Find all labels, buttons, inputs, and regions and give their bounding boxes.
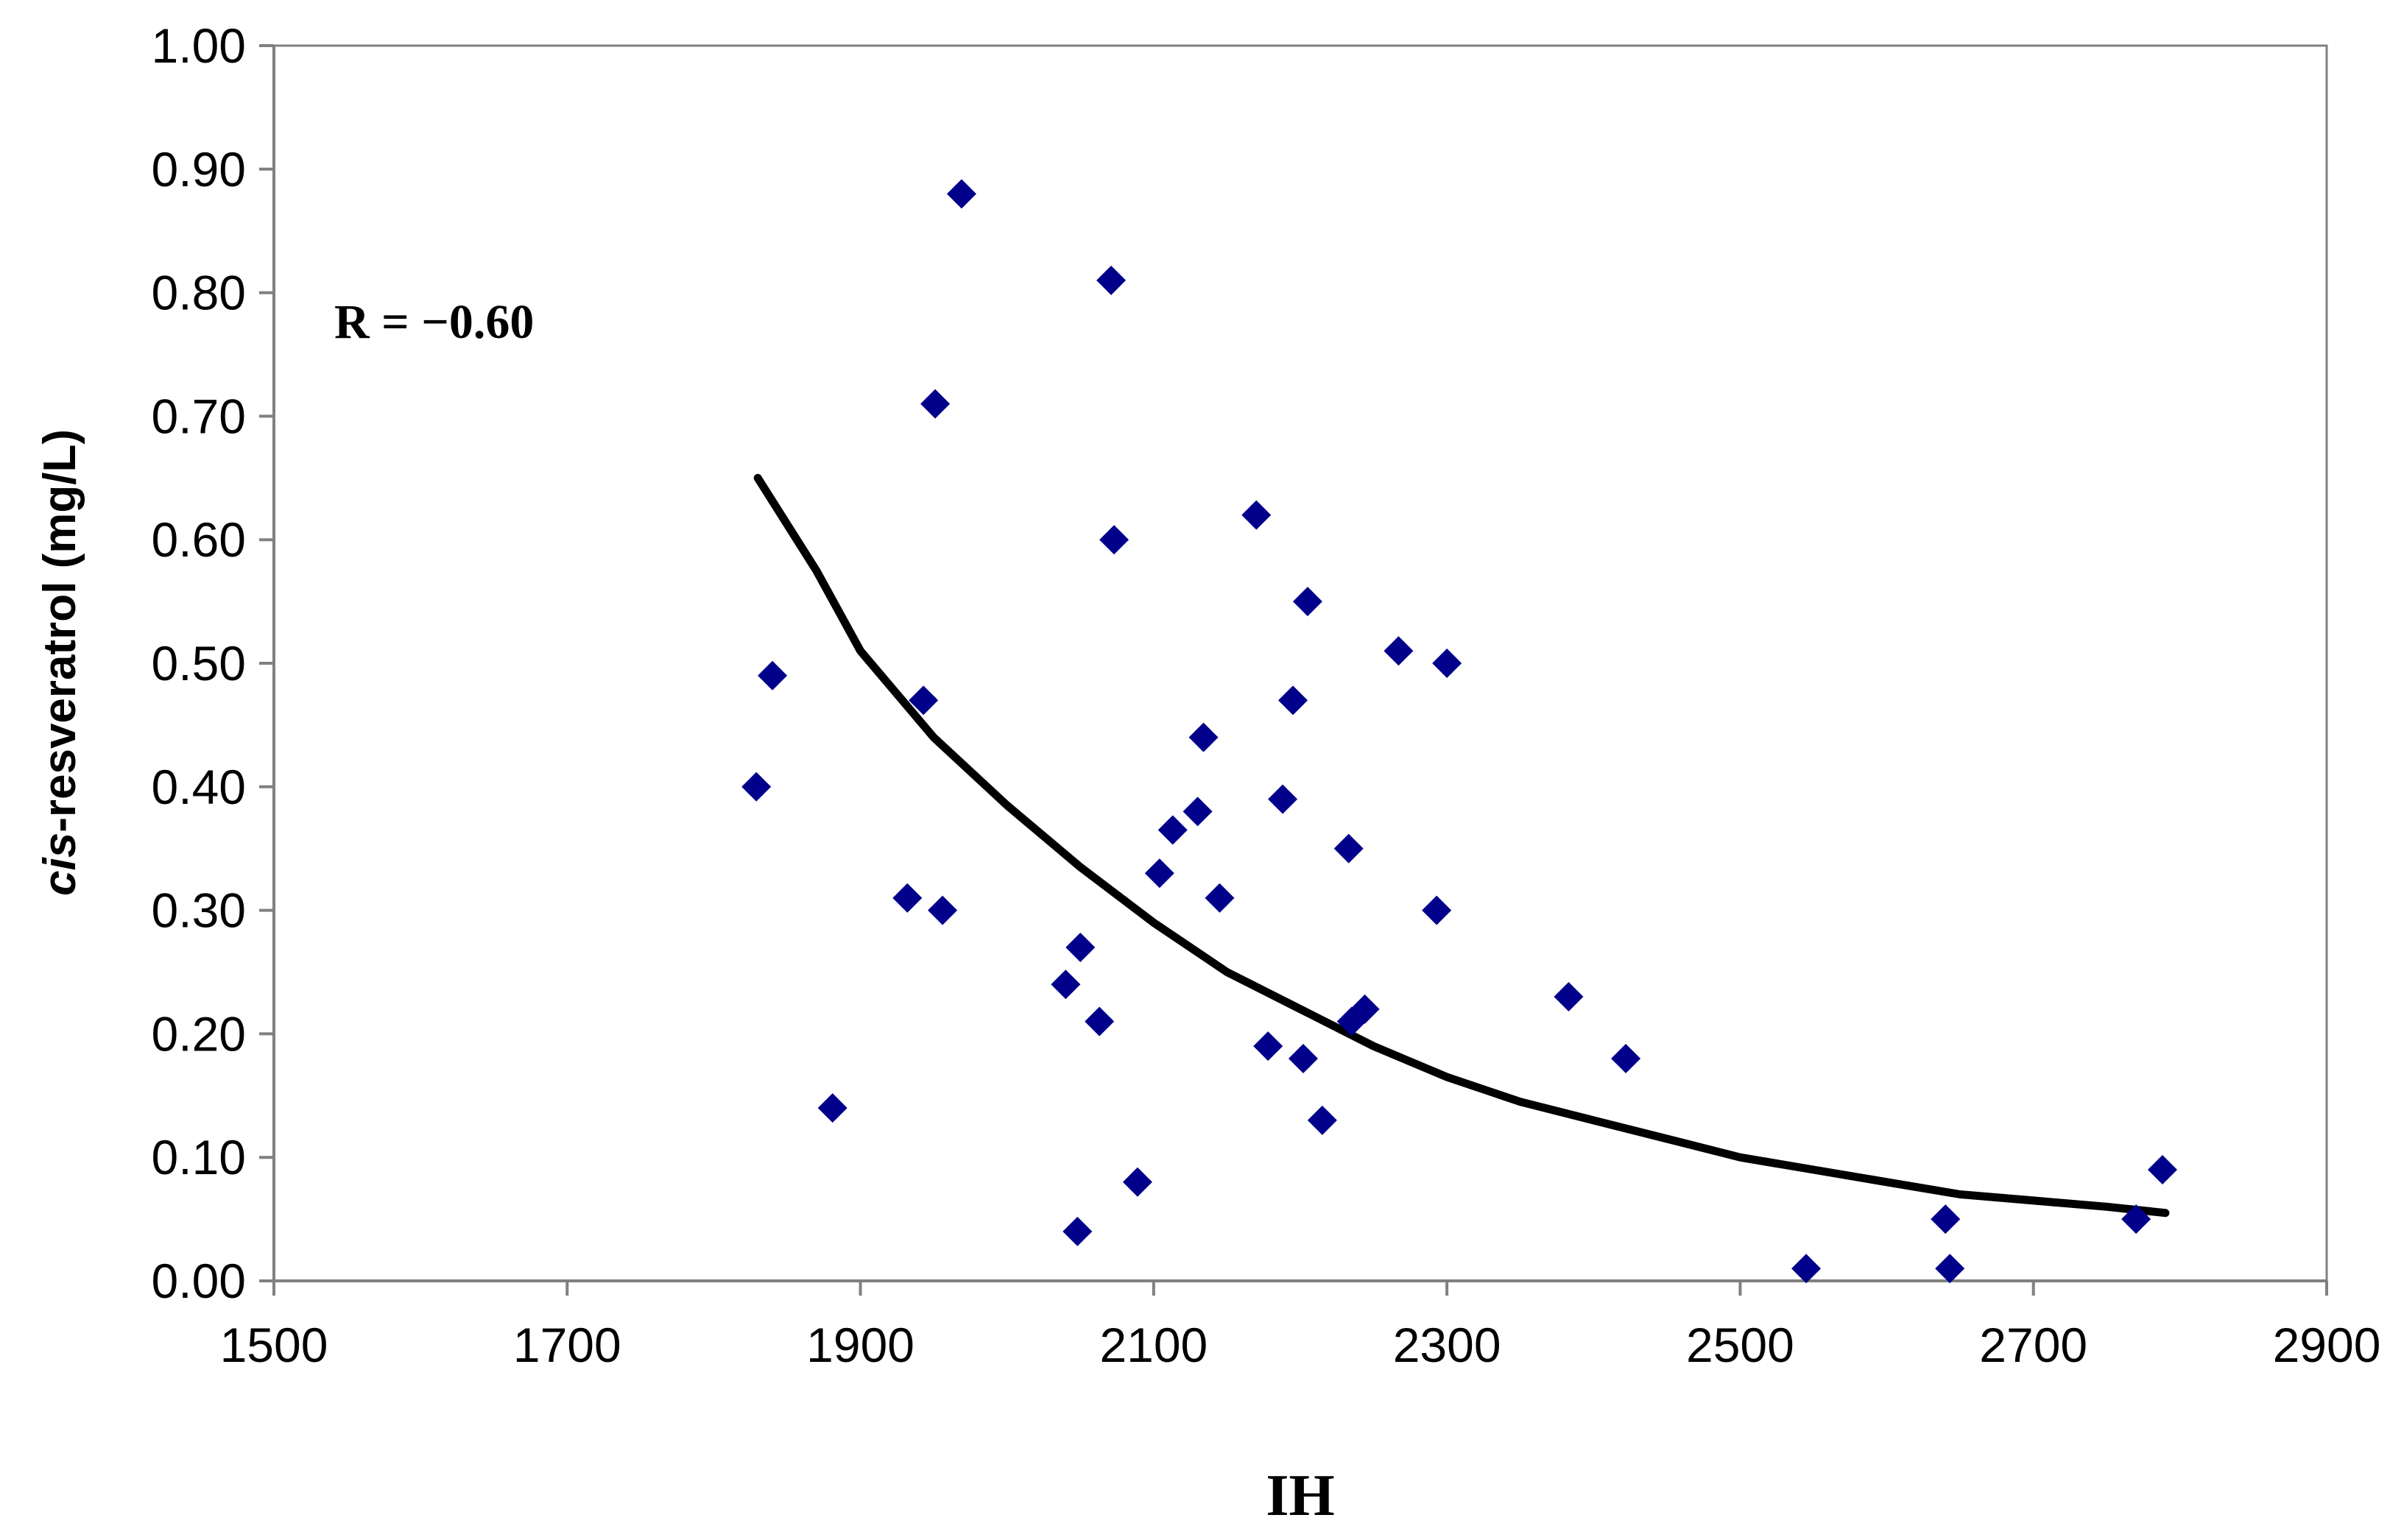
data-point	[1144, 858, 1174, 889]
data-point	[928, 895, 958, 925]
trend-line	[753, 473, 2170, 1218]
data-point	[920, 389, 951, 419]
data-point	[1791, 1254, 1822, 1284]
y-tick-label: 0.20	[152, 1006, 246, 1061]
data-point	[1307, 1105, 1337, 1135]
x-tick-label: 2100	[1099, 1318, 1208, 1372]
data-point	[1333, 833, 1364, 863]
data-point	[1611, 1043, 1641, 1073]
data-points	[741, 179, 2177, 1284]
data-point	[1085, 1006, 1115, 1036]
x-axis-title: IH	[1266, 1463, 1334, 1528]
x-tick-label: 1900	[806, 1318, 914, 1372]
y-axis-title-rest: -resveratrol (mg/L)	[35, 429, 85, 833]
data-point	[1062, 1216, 1093, 1246]
data-point	[1288, 1043, 1318, 1073]
data-point	[1241, 500, 1272, 530]
x-tick-label: 1500	[220, 1318, 328, 1372]
data-point	[1253, 1031, 1283, 1062]
data-point	[1096, 265, 1127, 295]
data-point	[1051, 969, 1081, 1000]
data-point	[1350, 994, 1380, 1024]
x-tick-label: 2500	[1686, 1318, 1794, 1372]
data-point	[817, 1093, 847, 1123]
data-point	[1182, 797, 1213, 827]
data-point	[909, 685, 939, 716]
x-tick-label: 2900	[2273, 1318, 2381, 1372]
data-point	[1931, 1204, 1961, 1235]
data-point	[1122, 1167, 1152, 1197]
y-tick-label: 0.70	[152, 389, 246, 443]
data-point	[892, 883, 923, 913]
data-point	[1554, 982, 1584, 1012]
data-point	[1432, 649, 1462, 678]
data-point	[2147, 1154, 2177, 1184]
y-tick-label: 0.10	[152, 1130, 246, 1184]
data-point	[1383, 636, 1414, 666]
data-point	[1422, 895, 1452, 925]
data-point	[946, 179, 976, 209]
data-point	[1157, 815, 1188, 845]
x-tick-label: 2300	[1393, 1318, 1501, 1372]
data-point	[1099, 525, 1129, 555]
y-axis-title-italic: cis	[35, 833, 85, 896]
data-point	[1205, 883, 1235, 913]
y-tick-label: 0.30	[152, 883, 246, 938]
data-point	[2121, 1204, 2151, 1235]
x-tick-label: 1700	[513, 1318, 621, 1372]
plot-area	[272, 44, 2328, 1282]
data-point	[758, 660, 788, 690]
x-axis: 1500 1700 1900 2100 2300 2500 2700 2900	[220, 1279, 2381, 1372]
y-tick-label: 0.60	[152, 512, 246, 567]
y-tick-label: 1.00	[152, 18, 246, 73]
data-point	[1935, 1254, 1965, 1284]
x-tick-label: 2700	[1979, 1318, 2087, 1372]
y-tick-label: 0.90	[152, 142, 246, 197]
y-tick-label: 0.80	[152, 266, 246, 320]
data-point	[741, 771, 772, 802]
y-tick-label: 0.00	[152, 1254, 246, 1308]
correlation-annotation: R = −0.60	[334, 295, 534, 349]
data-point	[1292, 587, 1322, 617]
y-tick-label: 0.40	[152, 760, 246, 814]
y-axis-title: cis-resveratrol (mg/L)	[35, 429, 85, 896]
data-point	[1065, 932, 1096, 962]
data-point	[1268, 784, 1298, 814]
y-axis: 0.00 0.10 0.20 0.30 0.40 0.50 0.60 0.70 0.80 0.90…	[152, 18, 275, 1308]
data-point	[1188, 722, 1219, 752]
y-tick-label: 0.50	[152, 636, 246, 690]
data-point	[1278, 685, 1308, 716]
